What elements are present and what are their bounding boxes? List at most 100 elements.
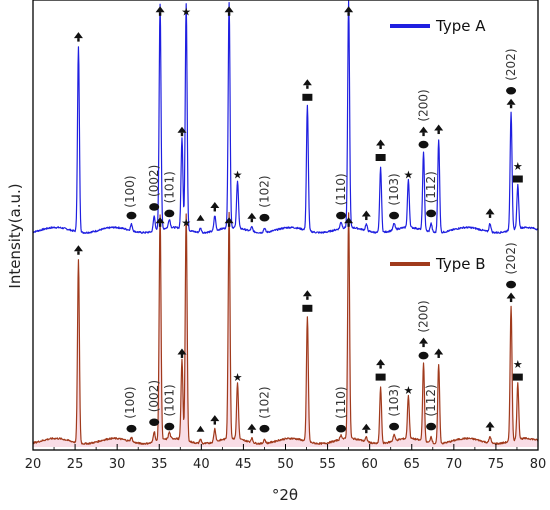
annotation-layer: (100) (002) (101) (102) (110) (103)(200)(112)… bbox=[123, 48, 518, 418]
legend-layer: Type A Type B bbox=[390, 17, 486, 273]
x-tick-label: 75 bbox=[488, 457, 505, 472]
spade-marker bbox=[155, 6, 165, 16]
x-tick-label: 55 bbox=[319, 457, 336, 472]
miller-index-label: (103) bbox=[387, 173, 401, 205]
spade-marker bbox=[224, 6, 234, 16]
spade-marker bbox=[177, 348, 187, 358]
miller-index-label: (100) bbox=[123, 175, 137, 207]
x-tick-label: 35 bbox=[151, 457, 168, 472]
spade-marker bbox=[73, 245, 83, 255]
miller-index-label: (101) bbox=[162, 171, 176, 203]
miller-index-label: (102) bbox=[257, 386, 271, 418]
square-marker bbox=[375, 154, 386, 161]
star-marker: ★ bbox=[181, 216, 191, 229]
oval-marker bbox=[426, 209, 437, 218]
star-marker: ★ bbox=[513, 358, 523, 371]
spade-marker bbox=[376, 359, 386, 369]
spade-marker bbox=[485, 208, 495, 218]
y-axis-title: Intensity(a.u.) bbox=[6, 183, 24, 288]
miller-index-label: (103) bbox=[387, 384, 401, 416]
star-marker: ★ bbox=[181, 5, 191, 18]
spade-marker bbox=[506, 98, 516, 109]
miller-index-label: (202) bbox=[504, 48, 518, 80]
x-tick-label: 25 bbox=[67, 457, 84, 472]
series-layer bbox=[33, 0, 538, 445]
x-tick-label: 40 bbox=[193, 457, 210, 472]
x-tick-label: 70 bbox=[446, 457, 463, 472]
type-b-fill-layer bbox=[33, 212, 538, 447]
spade-marker bbox=[434, 124, 444, 135]
spade-marker bbox=[302, 290, 312, 300]
miller-index-label: (110) bbox=[334, 173, 348, 205]
miller-index-label: (101) bbox=[162, 384, 176, 416]
oval-marker bbox=[426, 422, 437, 431]
x-axis: 20 25 30 35 40 45 50 55 60 65 70 75 80 bbox=[25, 444, 547, 472]
spade-marker bbox=[247, 423, 257, 434]
oval-marker bbox=[259, 213, 270, 222]
x-axis-title: °2θ bbox=[272, 486, 298, 504]
square-marker bbox=[375, 373, 386, 381]
miller-index-label: (102) bbox=[257, 175, 271, 207]
square-marker bbox=[512, 373, 523, 381]
plot-frame bbox=[32, 0, 539, 451]
miller-index-label: (200) bbox=[417, 300, 431, 332]
series-fill-type-b bbox=[33, 212, 538, 447]
oval-marker bbox=[259, 424, 270, 433]
triangle-marker bbox=[196, 425, 205, 432]
miller-index-label: (002) bbox=[147, 165, 161, 197]
oval-marker bbox=[126, 424, 137, 433]
oval-marker bbox=[149, 203, 160, 211]
oval-marker bbox=[336, 424, 347, 433]
spade-marker bbox=[73, 32, 83, 42]
x-tick-label: 30 bbox=[109, 457, 126, 472]
series-line-type-b bbox=[33, 211, 538, 445]
miller-index-label: (110) bbox=[334, 386, 348, 418]
x-tick-label: 60 bbox=[361, 457, 378, 472]
spade-marker bbox=[434, 348, 444, 358]
miller-index-label: (112) bbox=[424, 384, 438, 416]
x-tick-label: 80 bbox=[530, 457, 547, 472]
spade-marker bbox=[302, 79, 312, 89]
star-marker: ★ bbox=[233, 371, 243, 384]
legend-label-type-b: Type B bbox=[435, 255, 486, 273]
miller-index-label: (112) bbox=[424, 171, 438, 203]
phase-marker-layer: ★ ★ ★ ★ ★ ★ ★ ★ bbox=[73, 5, 523, 434]
legend-label-type-a: Type A bbox=[435, 17, 486, 35]
series-line-type-a bbox=[33, 0, 538, 235]
spade-marker bbox=[419, 337, 429, 348]
oval-marker bbox=[418, 140, 429, 149]
spade-marker bbox=[155, 217, 165, 227]
miller-index-label: (002) bbox=[147, 380, 161, 412]
spade-marker bbox=[361, 423, 371, 434]
miller-index-label: (100) bbox=[123, 386, 137, 418]
star-marker: ★ bbox=[513, 160, 523, 173]
spade-marker bbox=[376, 139, 386, 149]
oval-marker bbox=[336, 211, 347, 220]
miller-index-label: (200) bbox=[417, 89, 431, 121]
spade-marker bbox=[419, 126, 429, 137]
spade-marker bbox=[344, 217, 354, 227]
x-tick-label: 45 bbox=[235, 457, 252, 472]
spade-marker bbox=[485, 421, 495, 432]
oval-marker bbox=[506, 280, 517, 289]
spade-marker bbox=[210, 201, 220, 212]
star-marker: ★ bbox=[403, 384, 413, 397]
oval-marker bbox=[389, 422, 400, 431]
spade-marker bbox=[361, 210, 371, 221]
oval-marker bbox=[418, 351, 429, 360]
triangle-marker bbox=[196, 214, 205, 221]
spade-marker bbox=[224, 217, 234, 227]
spade-marker bbox=[247, 212, 257, 223]
oval-marker bbox=[149, 418, 160, 427]
x-tick-label: 20 bbox=[25, 457, 42, 472]
square-marker bbox=[512, 175, 523, 183]
miller-index-label: (202) bbox=[504, 242, 518, 274]
x-tick-label: 65 bbox=[403, 457, 420, 472]
spade-marker bbox=[210, 415, 220, 425]
oval-marker bbox=[164, 209, 175, 218]
square-marker bbox=[302, 93, 313, 101]
oval-marker bbox=[506, 86, 517, 95]
spade-marker bbox=[177, 126, 187, 137]
oval-marker bbox=[389, 211, 400, 220]
